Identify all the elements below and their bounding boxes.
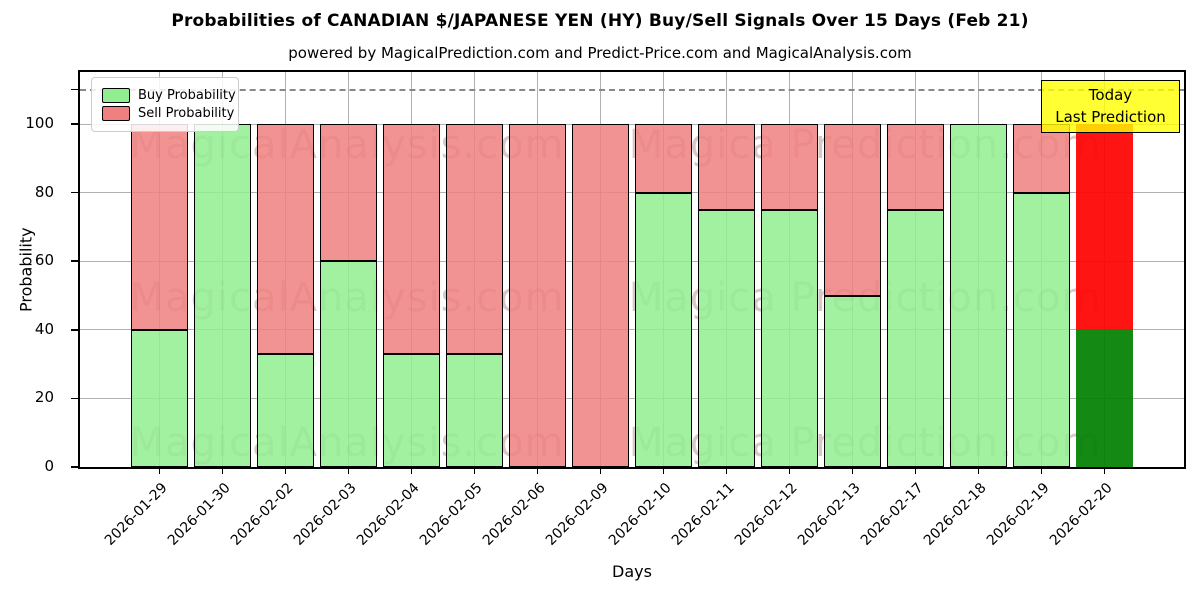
annotation-line-2: Last Prediction	[1055, 107, 1166, 126]
y-axis-tick-labels: 0 20 40 60 80 100	[0, 72, 70, 475]
x-tick-label: 2026-02-03	[290, 480, 360, 549]
bar-segment-buy	[1076, 329, 1133, 467]
bar-segment-sell	[698, 124, 755, 210]
x-tick-mark	[536, 468, 539, 474]
x-tick-mark	[599, 468, 602, 474]
bar-segment-buy	[257, 353, 314, 467]
x-tick-label: 2026-02-10	[605, 480, 675, 549]
y-tick-mark	[71, 260, 79, 262]
x-tick-mark	[914, 468, 917, 474]
x-tick-mark	[473, 468, 476, 474]
bar-segment-buy	[131, 329, 188, 467]
y-tick-mark	[71, 466, 79, 468]
y-tick-label: 0	[44, 457, 54, 475]
buy-color-swatch	[102, 88, 130, 103]
y-tick-mark	[71, 329, 79, 331]
grid-line-horizontal	[80, 123, 1184, 125]
x-tick-label: 2026-02-18	[920, 480, 990, 549]
bar-segment-buy	[1013, 192, 1070, 467]
bar-segment-sell	[383, 124, 440, 354]
x-tick-mark	[725, 468, 728, 474]
y-tick-label: 60	[34, 251, 54, 270]
bar-segment-sell	[572, 124, 629, 467]
y-tick-label: 20	[34, 388, 54, 407]
x-tick-label: 2026-02-13	[794, 480, 864, 549]
grid-line-horizontal	[80, 260, 1184, 262]
bar-segment-buy	[194, 124, 251, 467]
bar-segment-buy	[635, 192, 692, 467]
y-tick-mark	[71, 397, 79, 400]
x-tick-mark	[284, 468, 287, 474]
bar-segment-sell	[1013, 124, 1070, 193]
bar-segment-buy	[761, 209, 818, 467]
x-tick-label: 2026-02-09	[542, 480, 612, 549]
chart-title: Probabilities of CANADIAN $/JAPANESE YEN…	[171, 11, 1029, 31]
x-tick-label: 2026-02-02	[227, 480, 297, 549]
x-tick-mark	[410, 468, 413, 474]
x-tick-label: 2026-01-29	[101, 480, 171, 549]
grid-line-horizontal	[80, 329, 1184, 331]
legend-item-sell: Sell Probability	[102, 106, 234, 121]
chart-subtitle: powered by MagicalPrediction.com and Pre…	[288, 44, 912, 62]
y-tick-mark	[71, 191, 79, 194]
y-tick-label: 80	[34, 182, 54, 201]
today-annotation-box: Today Last Prediction	[1041, 80, 1180, 133]
y-axis-title: Probability	[16, 227, 36, 312]
x-tick-mark	[1103, 468, 1106, 474]
y-tick-label: 40	[34, 319, 54, 338]
bar-segment-sell	[824, 124, 881, 296]
bar-segment-buy	[950, 124, 1007, 467]
sell-color-swatch	[102, 106, 130, 121]
x-tick-mark	[977, 468, 980, 474]
legend-item-buy: Buy Probability	[102, 88, 236, 103]
x-tick-mark	[662, 468, 665, 474]
x-tick-mark	[221, 468, 224, 474]
x-tick-label: 2026-02-04	[353, 480, 423, 549]
legend: Buy Probability Sell Probability	[91, 77, 239, 132]
x-tick-label: 2026-02-11	[668, 480, 738, 549]
grid-line-horizontal	[80, 192, 1184, 194]
y-tick-mark	[71, 123, 79, 125]
bar-segment-buy	[320, 261, 377, 467]
bar-segment-sell	[1076, 124, 1133, 330]
bar-segment-sell	[320, 124, 377, 262]
x-axis-title: Days	[612, 562, 652, 581]
bar-segment-sell	[131, 124, 188, 330]
x-tick-mark	[158, 468, 161, 474]
annotation-line-1: Today	[1088, 85, 1133, 104]
bar-segment-sell	[509, 124, 566, 467]
legend-label-buy: Buy Probability	[138, 88, 236, 103]
bar-segment-buy	[383, 353, 440, 467]
bar-segment-buy	[887, 209, 944, 467]
bar-segment-buy	[824, 295, 881, 467]
x-tick-mark	[788, 468, 791, 474]
x-tick-label: 2026-02-12	[731, 480, 801, 549]
x-tick-label: 2026-02-06	[479, 480, 549, 549]
threshold-dashed-line	[80, 88, 1184, 91]
x-tick-mark	[851, 468, 854, 474]
bar-segment-buy	[698, 209, 755, 467]
x-tick-label: 2026-02-17	[857, 480, 927, 549]
x-tick-label: 2026-01-30	[164, 480, 234, 549]
bar-segment-sell	[446, 124, 503, 354]
y-tick-label: 100	[25, 114, 54, 132]
x-tick-mark	[347, 468, 350, 474]
grid-line-horizontal	[80, 397, 1184, 399]
bar-segment-sell	[761, 124, 818, 210]
x-tick-label: 2026-02-20	[1046, 480, 1116, 549]
bar-segment-buy	[446, 353, 503, 467]
bar-segment-sell	[635, 124, 692, 193]
x-tick-label: 2026-02-19	[983, 480, 1053, 549]
x-tick-mark	[1040, 468, 1043, 474]
legend-label-sell: Sell Probability	[138, 106, 235, 121]
bar-segment-sell	[257, 124, 314, 354]
x-tick-label: 2026-02-05	[416, 480, 486, 549]
y-tick-mark	[71, 88, 79, 91]
bar-segment-sell	[887, 124, 944, 210]
